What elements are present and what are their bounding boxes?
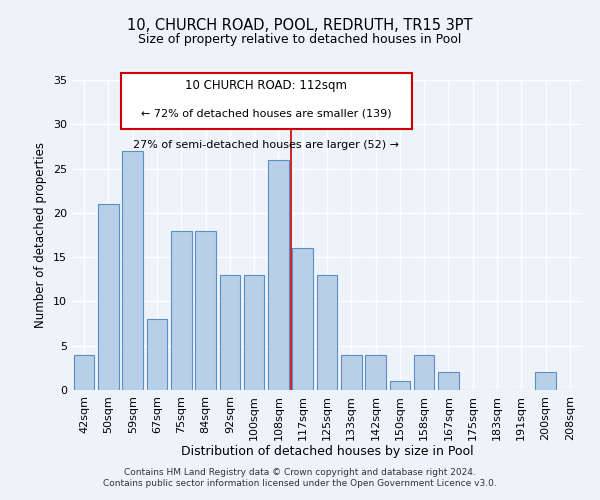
Bar [341,354,362,390]
Text: 10 CHURCH ROAD: 112sqm: 10 CHURCH ROAD: 112sqm [185,79,347,92]
Bar [122,151,143,390]
X-axis label: Distribution of detached houses by size in Pool: Distribution of detached houses by size … [181,446,473,458]
Text: ← 72% of detached houses are smaller (139): ← 72% of detached houses are smaller (13… [141,108,392,118]
Text: Size of property relative to detached houses in Pool: Size of property relative to detached ho… [139,32,461,46]
Bar [414,354,434,390]
Bar [244,275,265,390]
Y-axis label: Number of detached properties: Number of detached properties [34,142,47,328]
Bar [365,354,386,390]
Text: Contains HM Land Registry data © Crown copyright and database right 2024.
Contai: Contains HM Land Registry data © Crown c… [103,468,497,487]
Bar [220,275,240,390]
Bar [292,248,313,390]
Bar [74,354,94,390]
Bar [171,230,191,390]
FancyBboxPatch shape [121,73,412,128]
Bar [389,381,410,390]
Bar [195,230,216,390]
Text: 27% of semi-detached houses are larger (52) →: 27% of semi-detached houses are larger (… [133,140,399,149]
Bar [438,372,459,390]
Bar [98,204,119,390]
Bar [268,160,289,390]
Bar [535,372,556,390]
Text: 10, CHURCH ROAD, POOL, REDRUTH, TR15 3PT: 10, CHURCH ROAD, POOL, REDRUTH, TR15 3PT [127,18,473,32]
Bar [317,275,337,390]
Bar [146,319,167,390]
